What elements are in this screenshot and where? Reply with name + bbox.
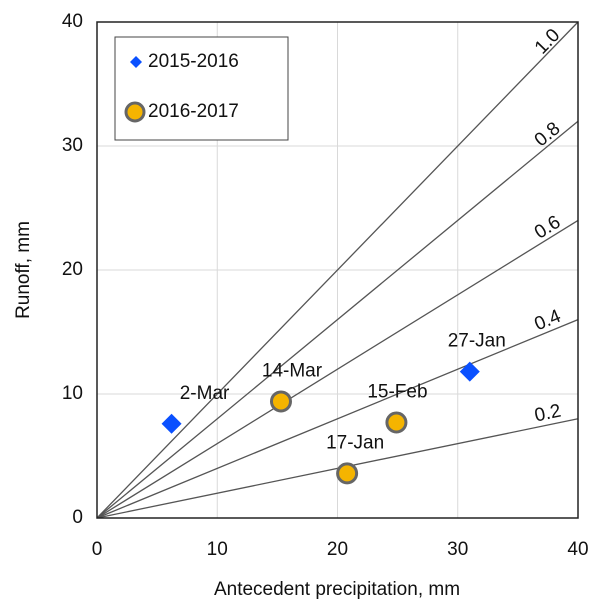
x-tick-label: 10	[207, 539, 228, 560]
legend-label: 2016-2017	[148, 101, 239, 122]
y-tick-label: 20	[62, 259, 83, 280]
diamond-marker	[161, 413, 182, 434]
y-axis-title: Runoff, mm	[13, 221, 34, 319]
ratio-line	[96, 120, 579, 519]
x-tick-label: 30	[447, 539, 468, 560]
plot-frame	[96, 21, 579, 519]
ratio-label: 0.4	[532, 306, 565, 336]
point-label: 27-Jan	[448, 331, 506, 352]
legend-box	[114, 36, 289, 141]
y-tick-label: 0	[72, 507, 83, 528]
ratio-line	[96, 21, 579, 519]
ratio-label: 1.0	[531, 25, 564, 59]
x-tick-label: 20	[327, 539, 348, 560]
y-tick-label: 40	[62, 11, 83, 32]
x-tick-label: 40	[567, 539, 588, 560]
circle-marker	[385, 411, 408, 434]
ratio-label: 0.6	[531, 212, 565, 244]
ratio-line	[96, 219, 579, 519]
circle-marker	[269, 390, 292, 413]
legend-marker	[124, 101, 146, 123]
ratio-label: 0.2	[533, 401, 563, 427]
x-axis-title: Antecedent precipitation, mm	[214, 579, 460, 600]
legend-marker	[130, 56, 142, 68]
y-tick-label: 10	[62, 383, 83, 404]
ratio-line	[96, 318, 579, 519]
point-label: 14-Mar	[262, 360, 323, 381]
point-label: 17-Jan	[326, 432, 384, 453]
diamond-marker	[459, 361, 480, 382]
circle-marker	[336, 462, 359, 485]
legend-label: 2015-2016	[148, 51, 239, 72]
x-tick-label: 0	[92, 539, 103, 560]
y-tick-label: 30	[62, 135, 83, 156]
point-label: 15-Feb	[367, 382, 427, 403]
point-label: 2-Mar	[180, 383, 230, 404]
